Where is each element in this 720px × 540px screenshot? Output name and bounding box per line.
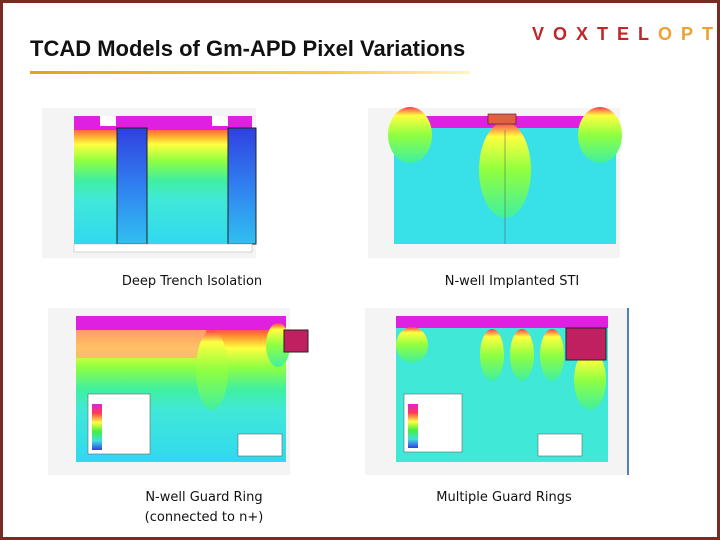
tcad-image — [368, 107, 622, 258]
slide-canvas: TCAD Models of Gm-APD Pixel Variations V… — [30, 24, 717, 525]
caption: N-well Guard Ring — [145, 490, 262, 505]
logo: VOXTELOPTO — [532, 24, 717, 44]
caption: Deep Trench Isolation — [122, 274, 262, 289]
logo-part: OPTO — [658, 24, 717, 44]
tcad-image — [365, 308, 629, 475]
title-underline — [30, 71, 470, 74]
tcad-image — [42, 108, 257, 258]
caption: Multiple Guard Rings — [436, 490, 572, 505]
caption: N-well Implanted STI — [445, 274, 579, 289]
logo-part: VOXTEL — [532, 24, 658, 44]
slide-title: TCAD Models of Gm-APD Pixel Variations — [30, 36, 465, 61]
tcad-image — [48, 308, 309, 475]
caption: (connected to n+) — [145, 510, 264, 525]
